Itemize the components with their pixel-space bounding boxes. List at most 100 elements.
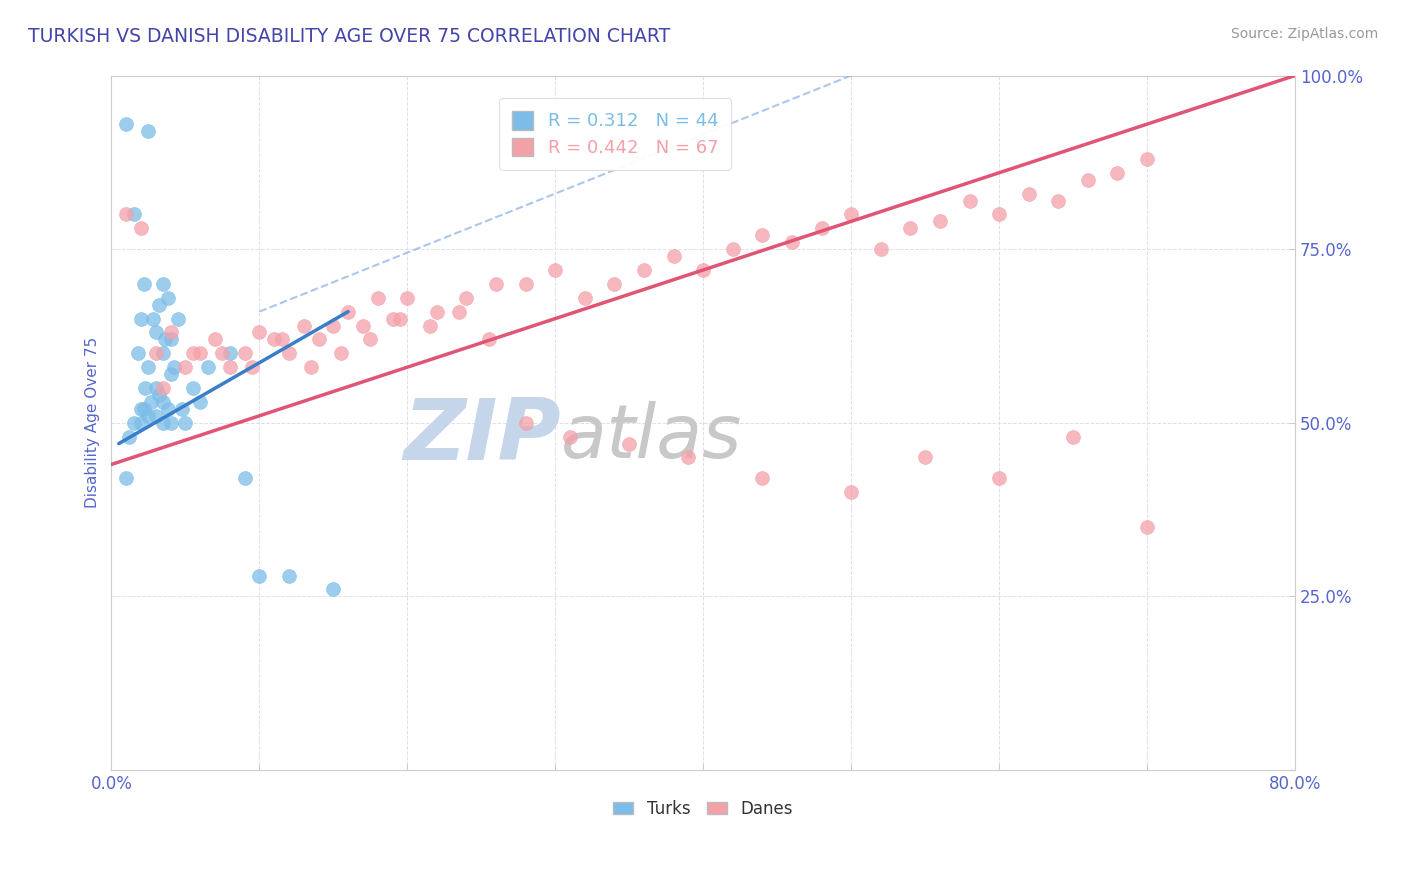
Point (188, 346, 211, 360)
Point (456, 291, 478, 305)
Point (181, 381, 204, 395)
Point (211, 346, 233, 360)
Point (418, 318, 440, 333)
Point (329, 346, 352, 360)
Point (278, 346, 301, 360)
Point (633, 263, 655, 277)
Point (662, 249, 685, 263)
Point (141, 395, 163, 409)
Point (574, 291, 596, 305)
Point (134, 381, 156, 395)
Point (129, 221, 152, 235)
Point (914, 450, 936, 465)
Point (129, 311, 152, 326)
Point (174, 360, 197, 375)
Point (127, 346, 149, 360)
Point (322, 318, 344, 333)
Point (810, 221, 832, 235)
Point (145, 346, 167, 360)
Text: ZIP: ZIP (404, 395, 561, 478)
Point (337, 304, 360, 318)
Point (145, 326, 167, 340)
Point (959, 194, 981, 208)
Point (115, 207, 138, 221)
Point (929, 214, 952, 228)
Point (181, 346, 204, 360)
Point (152, 416, 174, 430)
Point (129, 416, 152, 430)
Point (159, 326, 181, 340)
Point (988, 471, 1011, 485)
Point (558, 430, 581, 444)
Point (322, 582, 344, 597)
Point (603, 277, 626, 291)
Point (515, 277, 537, 291)
Point (449, 304, 471, 318)
Point (308, 333, 330, 347)
Point (1018, 186, 1040, 201)
Point (359, 333, 381, 347)
Point (240, 360, 263, 375)
Point (426, 304, 449, 318)
Point (678, 450, 700, 465)
Point (478, 333, 501, 347)
Point (197, 360, 219, 375)
Point (619, 436, 641, 450)
Point (122, 207, 145, 221)
Point (218, 360, 240, 375)
Point (1062, 430, 1084, 444)
Point (118, 430, 141, 444)
Point (162, 360, 184, 375)
Point (544, 263, 567, 277)
Point (352, 318, 374, 333)
Point (367, 291, 389, 305)
Point (142, 311, 165, 326)
Point (515, 416, 537, 430)
Point (122, 416, 145, 430)
Point (159, 333, 181, 347)
Point (1136, 152, 1159, 166)
Point (174, 416, 197, 430)
Point (233, 346, 256, 360)
Point (839, 485, 862, 500)
Point (988, 207, 1011, 221)
Point (247, 568, 270, 582)
Point (292, 318, 315, 333)
Point (1107, 166, 1129, 180)
Point (204, 333, 226, 347)
Point (218, 346, 240, 360)
Point (751, 471, 773, 485)
Point (159, 416, 181, 430)
Text: atlas: atlas (561, 401, 742, 473)
Point (148, 388, 170, 402)
Point (721, 242, 744, 256)
Point (898, 221, 921, 235)
Point (396, 291, 419, 305)
Point (153, 333, 176, 347)
Point (381, 311, 404, 326)
Point (1136, 520, 1159, 534)
Point (247, 326, 270, 340)
Legend: Turks, Danes: Turks, Danes (607, 793, 800, 824)
Point (869, 242, 891, 256)
Point (152, 381, 174, 395)
Point (751, 228, 773, 243)
Point (152, 277, 174, 291)
Point (485, 277, 508, 291)
Point (167, 311, 190, 326)
Point (152, 395, 174, 409)
Point (115, 117, 138, 131)
Point (152, 346, 174, 360)
Text: Source: ZipAtlas.com: Source: ZipAtlas.com (1230, 27, 1378, 41)
Point (156, 291, 179, 305)
Point (132, 401, 155, 416)
Point (780, 235, 803, 250)
Point (138, 124, 160, 138)
Point (263, 333, 285, 347)
Point (270, 333, 292, 347)
Point (188, 395, 211, 409)
Point (129, 401, 152, 416)
Point (115, 471, 138, 485)
Point (145, 381, 167, 395)
Point (159, 367, 181, 381)
